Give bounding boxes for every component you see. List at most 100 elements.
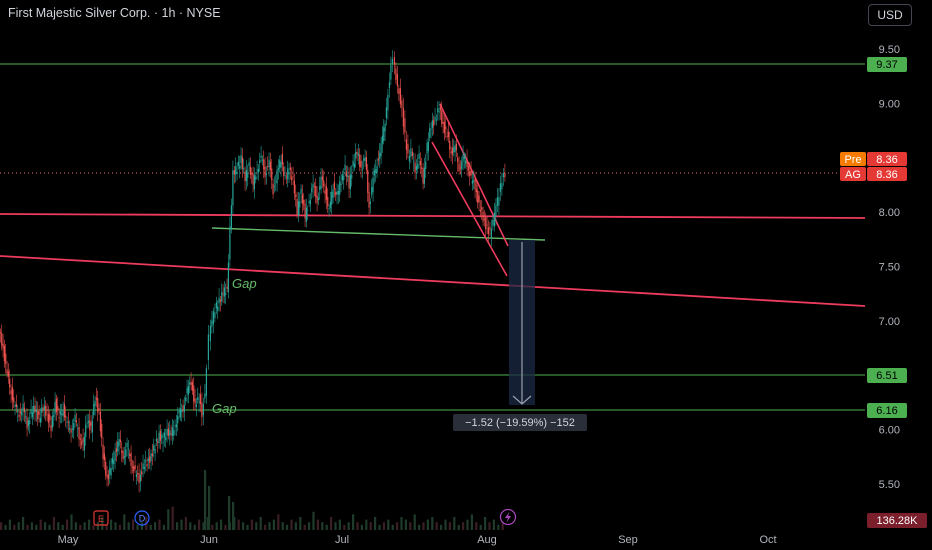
candle-body [443, 121, 445, 134]
volume-bar [220, 519, 223, 530]
volume-bar [35, 524, 38, 530]
candle-body [174, 425, 176, 427]
candle-body [186, 387, 188, 394]
candle-body [267, 166, 269, 168]
currency-selector[interactable]: USD [868, 4, 912, 26]
candle-body [295, 194, 297, 197]
candle-body [475, 189, 477, 192]
candle-body [233, 170, 235, 175]
volume-bar [338, 519, 341, 530]
candle-body [371, 187, 373, 195]
candle-body [79, 438, 81, 440]
candle-body [193, 385, 195, 402]
y-tick-label: 6.00 [879, 425, 900, 437]
candle-body [198, 401, 200, 403]
volume-bar [418, 524, 421, 530]
candle-body [439, 107, 441, 111]
volume-bar [26, 524, 29, 530]
volume-bar [114, 522, 117, 530]
candle-body [473, 180, 475, 182]
volume-bar [352, 514, 355, 530]
candle-body [219, 299, 221, 302]
candle-body [37, 411, 39, 420]
candle-body [495, 205, 497, 217]
price-badge-value [867, 167, 907, 181]
candle-body [243, 168, 245, 170]
candle-body [165, 436, 167, 441]
volume-bar [110, 519, 113, 530]
volume-bar [74, 522, 77, 530]
volume-bar [92, 524, 95, 530]
volume-bar [365, 519, 368, 530]
candle-body [372, 177, 374, 193]
candle-body [71, 428, 73, 430]
candle-body [107, 474, 109, 480]
candle-body [181, 409, 183, 413]
candle-body [263, 159, 265, 170]
candle-body [349, 174, 351, 190]
volume-bar [101, 517, 104, 530]
candle-body [183, 405, 185, 413]
measure-label: −1.52 (−19.59%) −152 [453, 414, 587, 431]
candle-body [453, 146, 455, 153]
candle-body [133, 466, 135, 472]
candle-body [283, 166, 285, 176]
candle-body [381, 135, 383, 144]
lightning-icon[interactable] [499, 508, 517, 526]
candle-body [125, 449, 127, 458]
volume-bar [290, 519, 293, 530]
neckline-green [211, 227, 546, 241]
svg-text:D: D [139, 514, 146, 524]
volume-badge [867, 513, 927, 528]
candle-body [142, 463, 144, 470]
candle-body [13, 397, 15, 403]
candle-body [285, 176, 287, 178]
candle-body [481, 206, 483, 211]
candle-body [423, 167, 425, 184]
channel-lower-red [431, 141, 508, 277]
volume-bar [404, 519, 407, 530]
candle-body [259, 159, 261, 164]
candle-body [499, 183, 501, 192]
dividend-marker[interactable]: D [134, 510, 150, 526]
candle-body [171, 427, 173, 437]
volume-bar [13, 524, 16, 530]
candle-body [426, 142, 428, 154]
candle-body [293, 180, 295, 194]
volume-bar [83, 522, 86, 530]
volume-bar [347, 522, 350, 530]
candle-body [257, 169, 259, 173]
candle-body [118, 439, 120, 447]
earnings-marker[interactable]: E [93, 510, 109, 526]
candle-body [134, 465, 136, 470]
candle-body [150, 453, 152, 461]
volume-bar [400, 517, 403, 530]
candle-body [275, 181, 277, 183]
candle-body [408, 155, 410, 162]
candle-body [173, 429, 175, 436]
candle-body [158, 432, 160, 444]
svg-text:E: E [98, 514, 104, 524]
candle-body [335, 191, 337, 196]
candle-body [110, 468, 112, 476]
candle-body [467, 166, 469, 171]
candle-body [175, 424, 177, 428]
candle-body [163, 432, 165, 438]
candle-body [57, 405, 59, 411]
candle-body [438, 110, 440, 113]
volume-bar [136, 524, 139, 530]
candle-body [348, 175, 350, 189]
volume-bar [299, 517, 302, 530]
volume-bar [325, 524, 328, 530]
level-badge-text: 6.16 [876, 405, 897, 417]
candle-body [119, 439, 121, 443]
candle-body [414, 162, 416, 173]
x-tick-label: Aug [477, 534, 497, 546]
candle-body [469, 171, 471, 176]
candle-body [336, 191, 338, 195]
candle-body [58, 417, 60, 419]
volume-bar [189, 522, 192, 530]
candle-body [127, 448, 129, 450]
candle-body [69, 428, 71, 430]
